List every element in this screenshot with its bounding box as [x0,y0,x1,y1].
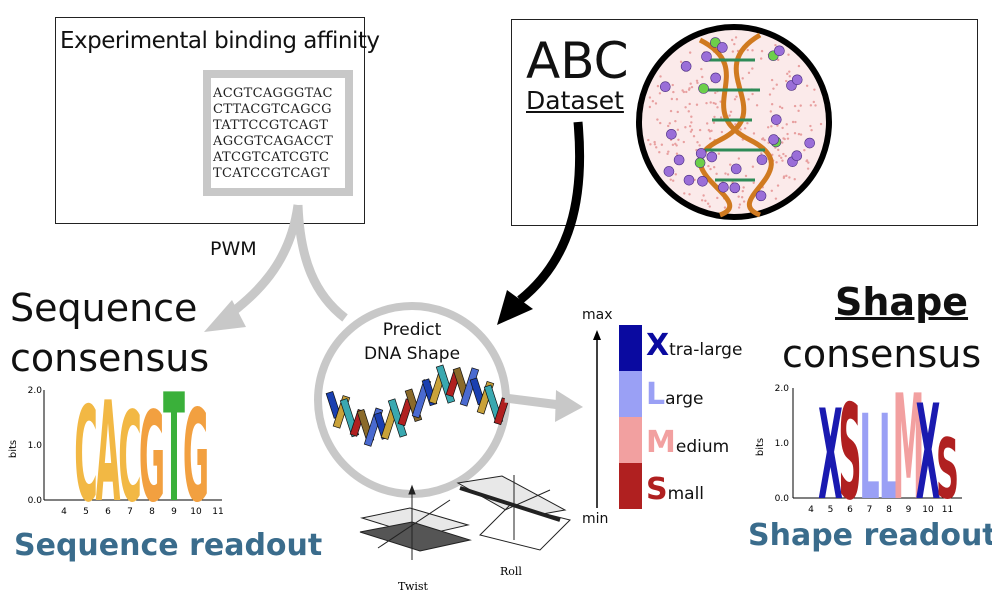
shape-title: Shape [835,280,969,324]
seq-logo-xtick: 9 [171,507,177,517]
predict-line2: DNA Shape [363,344,461,364]
seq-logo-letter: C [118,386,141,530]
sequence-consensus-line1: Sequence [10,286,198,330]
shape-logo-xtick: 8 [886,505,892,515]
shape-logo-xtick: 10 [922,505,934,515]
scale-max-label: max [582,307,613,323]
pwm-label: PWM [210,238,257,260]
scale-axis-head [593,330,601,340]
shape-readout-label: Shape readout [748,518,992,553]
shape-logo-xtick: 7 [867,505,873,515]
scale-arrow-head [555,390,583,422]
seq-logo-xtick: 5 [83,507,89,517]
seq-logo-letter: G [183,382,209,530]
scale-item-medium: Medium [646,425,730,460]
predict-connector [293,204,348,322]
seq-logo-xtick: 10 [190,507,202,517]
sequence-readout-label: Sequence readout [14,528,323,563]
shape-logo-letter: X [916,377,941,529]
scale-item-xtra-large: Xtra-large [646,328,743,363]
seq-logo-letter: T [163,363,185,536]
shape-scale-bar [619,325,642,509]
seq-logo-xtick: 6 [105,507,111,517]
shape-logo-xtick: 5 [828,505,834,515]
pwm-arrow-head [204,300,246,332]
sequence-line: ACGTCAGGGTAC [213,86,333,101]
sequence-consensus-title: Sequence consensus [10,283,209,383]
scale-item-small: Small [646,472,705,507]
scale-min-label: min [582,511,609,527]
binding-affinity-title: Experimental binding affinity [60,28,380,54]
shape-logo-xtick: 6 [847,505,853,515]
abc-arrow-head [497,290,533,325]
roll-label: Roll [500,565,522,578]
seq-logo-letter: C [74,379,97,531]
shape-logo [792,388,962,499]
shape-logo-ytick: 2.0 [775,384,790,394]
dna-molecule-image [636,24,832,220]
seq-logo-xtick: 11 [212,507,223,517]
sequence-consensus-line2: consensus [10,336,210,380]
shape-logo-ytick: 0.0 [775,494,790,504]
predict-line1: Predict [382,320,442,340]
sequence-list: ACGTCAGGGTAC CTTACGTCAGCG TATTCCGTCAGT A… [203,70,353,196]
shape-logo-xtick: 4 [808,505,814,515]
sequence-line: TCATCCGTCAGT [213,166,330,181]
seq-logo-ylabel: bits [8,440,19,458]
predict-label: Predict DNA Shape [350,318,474,366]
seq-logo-letter: A [96,372,121,533]
shape-logo-ylabel: bits [755,438,766,456]
sequence-line: CTTACGTCAGCG [213,102,332,117]
seq-logo-xtick: 7 [127,507,133,517]
seq-logo-xtick: 4 [61,507,67,517]
seq-logo-ytick: 1.0 [28,441,43,451]
shape-logo-letter: M [893,364,925,532]
shape-logo-letter: S [936,421,959,517]
shape-logo-xtick: 11 [942,505,953,515]
pwm-arrow [222,204,303,322]
scale-item-large: Large [646,377,704,412]
shape-logo-ytick: 1.0 [775,439,790,449]
roll-sketch [456,475,571,551]
shape-logo-letter: S [838,377,861,529]
abc-title: ABC [526,32,629,90]
shape-logo-letter: L [859,390,879,526]
shape-logo-letter: X [818,384,843,528]
seq-logo-xtick: 8 [149,507,155,517]
sequence-line: TATTCCGTCAGT [213,118,329,133]
abc-arrow [517,121,585,304]
sequence-line: AGCGTCAGACCT [213,134,334,149]
shape-logo-xtick: 9 [906,505,912,515]
twist-sketch [359,484,472,560]
sequence-line: ATCGTCATCGTC [213,150,330,165]
dataset-label: Dataset [526,86,624,115]
twist-label: Twist [398,580,428,593]
scale-arrow [504,393,561,410]
seq-logo-letter: G [139,386,165,530]
shape-consensus-label: consensus [782,332,982,376]
seq-logo-ytick: 0.0 [28,496,43,506]
sequence-logo [43,390,222,501]
shape-logo-letter: L [879,390,899,526]
seq-logo-ytick: 2.0 [28,386,43,396]
